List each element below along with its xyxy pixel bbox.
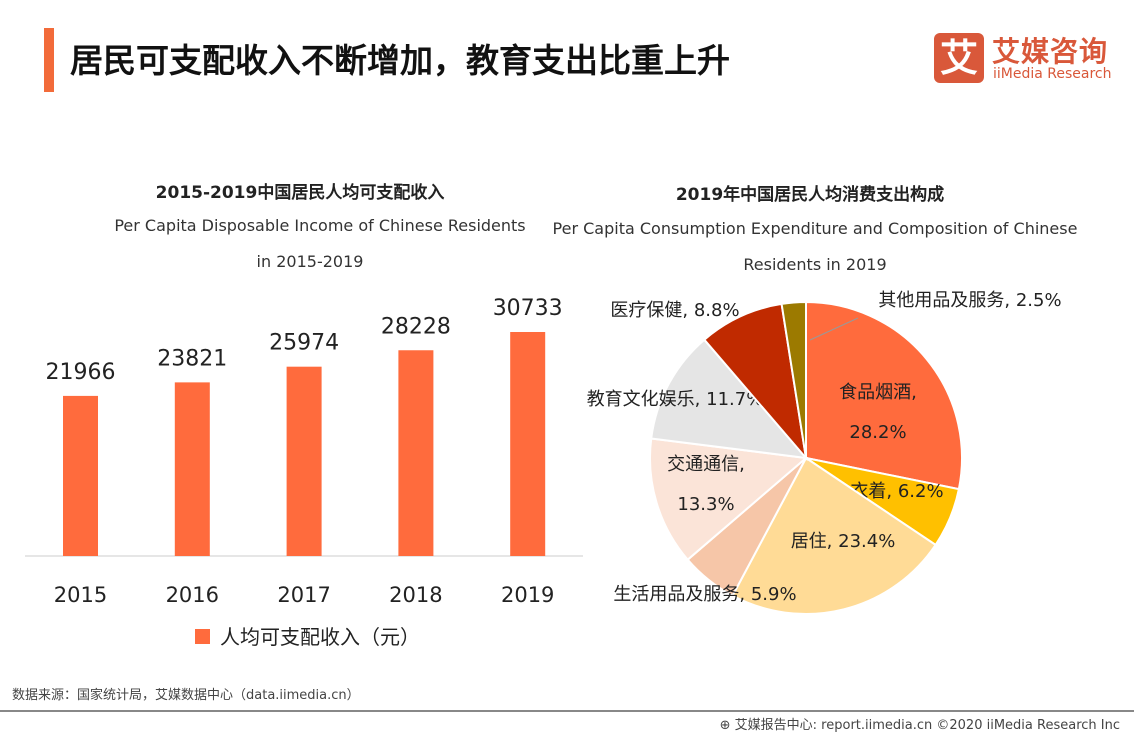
x-tick-label: 2018: [389, 583, 442, 607]
legend-swatch: [195, 629, 210, 644]
bar-2017: [286, 366, 322, 556]
logo-cn: 艾媒咨询: [992, 35, 1109, 68]
pie-label: 13.3%: [677, 494, 734, 515]
bar-2015: [63, 395, 98, 556]
x-tick-label: 2019: [501, 583, 554, 607]
pie-label: 食品烟酒,: [839, 382, 917, 403]
x-tick-label: 2016: [166, 583, 219, 607]
logo-en: iiMedia Research: [993, 66, 1112, 82]
pie-slice-0: [805, 300, 963, 491]
bar-value-label: 30733: [493, 296, 563, 321]
pie-label: 居住, 23.4%: [791, 531, 896, 552]
pie-slice-7: [780, 300, 807, 459]
pie-label: 教育文化娱乐, 11.7%: [587, 389, 764, 410]
bar-value-label: 23821: [157, 346, 227, 371]
data-source: 数据来源：国家统计局，艾媒数据中心（data.iimedia.cn）: [12, 688, 360, 703]
bar-value-label: 21966: [46, 360, 116, 385]
pie-label: 生活用品及服务, 5.9%: [613, 584, 796, 605]
title-accent-bar: [44, 28, 54, 92]
bar-value-label: 25974: [269, 331, 339, 356]
x-tick-label: 2015: [54, 583, 107, 607]
pie-label: 医疗保健, 8.8%: [610, 300, 739, 321]
bar-2019: [510, 332, 546, 556]
bar-subtitle-line: Per Capita Disposable Income of Chinese …: [114, 216, 526, 235]
pie-subtitle-line: Residents in 2019: [743, 255, 887, 274]
bar-2018: [398, 350, 434, 556]
leader-line: [809, 317, 859, 341]
bar-value-label: 28228: [381, 314, 451, 339]
bar-chart-subtitle: Per Capita Disposable Income of Chinese …: [20, 208, 620, 280]
pie-label: 衣着, 6.2%: [850, 481, 943, 502]
pie-subtitle-line: Per Capita Consumption Expenditure and C…: [552, 219, 1078, 238]
pie-slice-5: [650, 338, 809, 460]
footer-report: ⊕ 艾媒报告中心: report.iimedia.cn ©2020 iiMedi…: [720, 714, 1120, 733]
pie-label: 交通通信,: [667, 454, 745, 475]
pie-slice-4: [649, 437, 809, 562]
pie-chart-title: 2019年中国居民人均消费支出构成: [675, 185, 945, 205]
pie-slice-6: [702, 302, 808, 462]
pie-label: 其他用品及服务, 2.5%: [878, 290, 1061, 311]
pie-chart-subtitle: Per Capita Consumption Expenditure and C…: [520, 211, 1110, 283]
x-tick-label: 2017: [277, 583, 330, 607]
pie-slice-2: [731, 456, 937, 615]
bar-chart-title: 2015-2019中国居民人均可支配收入: [155, 183, 445, 203]
bar-subtitle-line: in 2015-2019: [256, 252, 364, 271]
footer-divider: [0, 710, 1134, 712]
logo-icon: 艾: [934, 33, 984, 83]
page-title: 居民可支配收入不断增加，教育支出比重上升: [70, 41, 730, 80]
legend-label: 人均可支配收入（元）: [220, 625, 420, 649]
globe-icon: ⊕: [719, 718, 735, 733]
bar-2016: [174, 382, 210, 556]
pie-label: 28.2%: [849, 422, 906, 443]
footer-report-text: 艾媒报告中心: report.iimedia.cn ©2020 iiMedia …: [734, 718, 1120, 733]
